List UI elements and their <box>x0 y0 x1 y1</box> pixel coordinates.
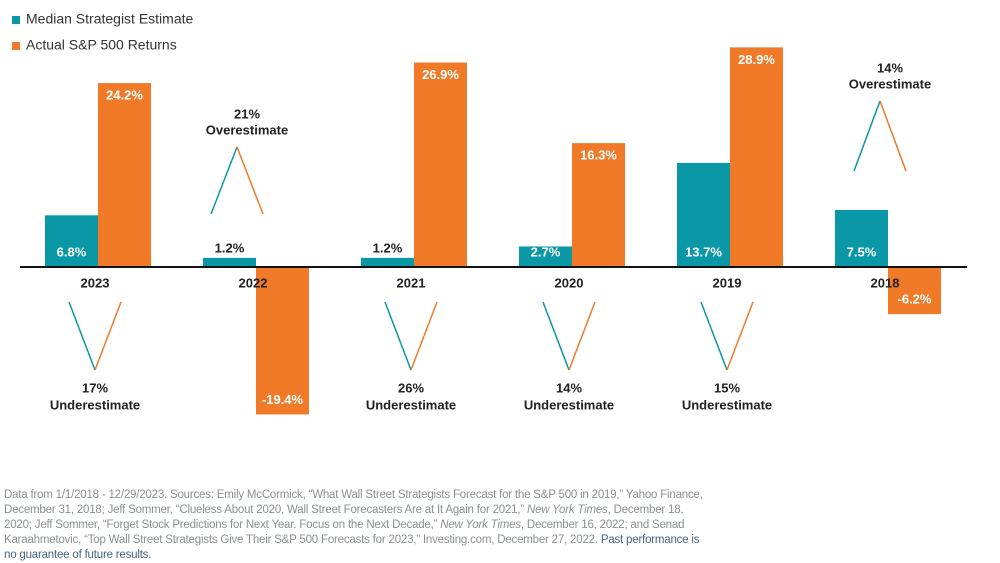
value-label: 1.2% <box>215 240 245 255</box>
annotation: Overestimate <box>849 76 931 91</box>
annotation: Underestimate <box>366 397 456 412</box>
footnote-run: New York Times <box>526 504 608 516</box>
chevron-right <box>568 301 596 371</box>
annotation: 14% <box>877 60 903 75</box>
legend-label: Median Strategist Estimate <box>26 11 194 27</box>
bar <box>414 62 467 268</box>
annotation: 17% <box>82 380 108 395</box>
value-label: -19.4% <box>262 392 304 407</box>
chevron-right <box>879 100 907 172</box>
legend-swatch <box>12 42 20 50</box>
annotation: 14% <box>556 380 582 395</box>
bar <box>519 246 572 267</box>
x-tick-label: 2020 <box>555 275 584 290</box>
footnote-run: Data from 1/1/2018 - 12/29/2023. Sources… <box>4 489 703 516</box>
annotation: Underestimate <box>50 397 140 412</box>
x-tick-label: 2022 <box>239 275 268 290</box>
chevron-right <box>236 146 264 215</box>
annotation: Underestimate <box>524 397 614 412</box>
bar <box>45 215 98 267</box>
footnote-run: New York Times <box>440 519 521 531</box>
footnote: Data from 1/1/2018 - 12/29/2023. Sources… <box>4 488 704 563</box>
chevron-right <box>726 301 754 371</box>
annotation: 15% <box>714 380 740 395</box>
value-label: 24.2% <box>106 88 143 103</box>
bar <box>203 257 256 267</box>
bar <box>256 267 309 415</box>
chevron-left <box>384 301 412 371</box>
value-label: 26.9% <box>422 67 459 82</box>
chart: Median Strategist Estimate Actual S&P 500… <box>12 11 967 415</box>
chevron-left <box>68 301 96 371</box>
chevron-left <box>542 301 570 371</box>
bar <box>730 47 783 267</box>
bar <box>835 210 888 267</box>
x-tick-label: 2018 <box>871 275 900 290</box>
legend-label: Actual S&P 500 Returns <box>26 37 177 53</box>
bar <box>361 257 414 267</box>
bar <box>572 143 625 267</box>
chevron-left <box>210 146 238 215</box>
legend-swatch <box>12 16 20 24</box>
x-tick-label: 2023 <box>81 275 110 290</box>
footnote-run: , December 16, 2022; and Senad Karaahmet… <box>4 519 685 546</box>
footnote-run: , December 18, 2020; Jeff Sommer, “Forge… <box>4 504 684 531</box>
annotation: 21% <box>234 106 260 121</box>
chevron-right <box>94 301 122 371</box>
annotation: Overestimate <box>206 122 288 137</box>
x-tick-label: 2021 <box>397 275 426 290</box>
x-tick-label: 2019 <box>713 275 742 290</box>
value-label: 1.2% <box>373 240 403 255</box>
chevron-left <box>853 100 881 172</box>
value-label: 28.9% <box>738 52 775 67</box>
bar <box>98 83 151 267</box>
value-label: -6.2% <box>898 292 932 307</box>
value-label: 6.8% <box>57 244 87 259</box>
chevron-left <box>700 301 728 371</box>
bar <box>888 267 941 315</box>
bar <box>677 162 730 267</box>
annotation: Underestimate <box>682 397 772 412</box>
value-label: 16.3% <box>580 148 617 163</box>
annotation: 26% <box>398 380 424 395</box>
value-label: 2.7% <box>531 244 561 259</box>
chevron-right <box>410 301 438 371</box>
value-label: 7.5% <box>847 244 877 259</box>
value-label: 13.7% <box>685 244 722 259</box>
